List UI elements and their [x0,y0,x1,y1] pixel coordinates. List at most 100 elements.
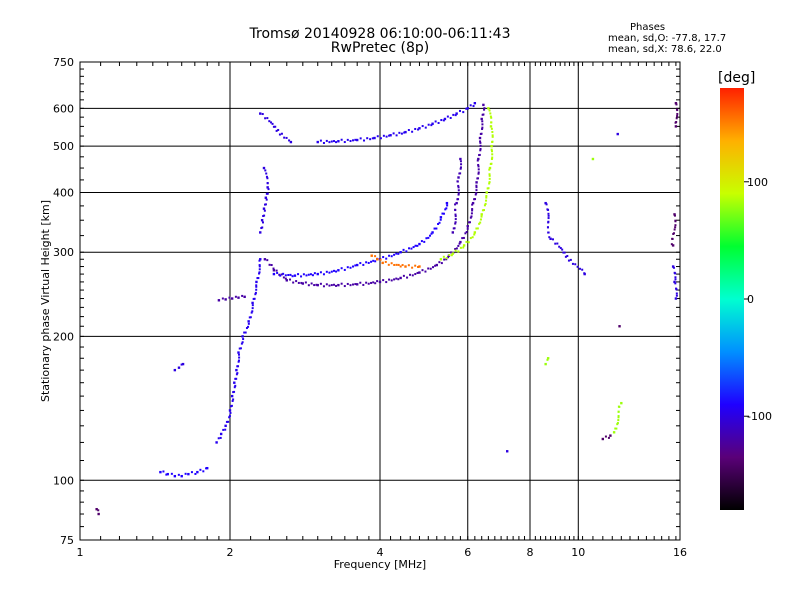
data-point [233,381,236,384]
data-point [300,275,303,278]
data-point [199,468,202,471]
data-point [452,113,455,116]
data-point [236,372,239,375]
data-point [316,283,319,287]
data-point [439,218,442,221]
data-point [335,141,338,144]
data-point [316,272,319,276]
x-tick-label: 10 [571,546,585,559]
data-point [389,134,392,137]
data-point [488,166,492,170]
data-point [674,125,678,128]
data-point [480,117,483,121]
data-point [544,201,547,205]
data-point [459,166,462,169]
data-point [601,437,605,441]
y-tick-label: 500 [53,140,74,153]
data-point [277,128,280,131]
data-point [264,196,268,199]
data-point [465,107,468,110]
data-point [258,264,261,267]
data-point [242,338,245,341]
data-point [388,278,391,281]
data-point [387,263,390,266]
data-point [385,257,388,260]
phases-title: Phases [630,22,666,33]
data-point [429,234,432,237]
data-point [261,221,264,224]
data-point [352,265,355,268]
data-point [562,251,565,254]
data-point [237,296,240,299]
data-point [411,274,414,277]
data-point [406,276,409,279]
data-point [451,252,455,255]
data-point [471,209,474,212]
data-point [359,137,362,140]
data-point [416,244,419,247]
data-point [409,273,412,276]
data-point [367,261,370,264]
data-point [284,274,287,277]
data-point [219,432,223,436]
data-point [475,189,478,192]
data-point [439,258,443,261]
data-point [465,230,468,233]
data-point [424,270,427,273]
data-point [476,159,479,162]
data-point [180,474,183,478]
data-point [245,327,248,330]
data-point [431,122,434,125]
data-point [333,269,336,272]
data-point [485,194,488,197]
data-point [165,473,168,476]
data-point [617,419,620,422]
data-point [478,153,481,156]
data-point [266,177,269,180]
data-point [479,144,482,147]
data-point [546,226,549,229]
data-point [272,267,275,270]
data-point [349,266,352,269]
data-point [267,188,270,191]
data-point [359,281,362,284]
data-point [247,320,250,323]
data-point [402,248,405,251]
data-point [544,362,547,366]
data-point [571,262,574,265]
data-point [376,280,379,283]
data-point [477,165,480,168]
data-point [483,108,486,111]
data-point [297,281,300,284]
data-point [266,192,269,195]
data-point [431,231,434,234]
data-point [454,114,457,117]
data-point [95,507,98,511]
data-point [477,163,480,166]
data-point [258,265,261,268]
data-point [399,265,402,268]
data-point [454,203,457,206]
data-point [445,201,449,205]
data-point [675,294,678,297]
data-point [346,138,349,141]
data-point [397,278,400,281]
data-point [241,341,244,344]
data-point [485,191,488,194]
data-point [411,266,414,269]
data-point [337,140,340,143]
data-point [490,162,493,165]
data-point [481,123,484,126]
data-point [556,242,559,245]
data-point [354,264,357,267]
data-point [251,307,254,310]
data-point [266,181,269,184]
data-point [395,277,398,280]
data-point [414,273,417,276]
data-point [442,212,445,215]
data-point [260,219,264,222]
data-point [457,250,460,253]
data-point [228,296,231,299]
data-point [546,357,550,360]
axes [79,61,681,541]
